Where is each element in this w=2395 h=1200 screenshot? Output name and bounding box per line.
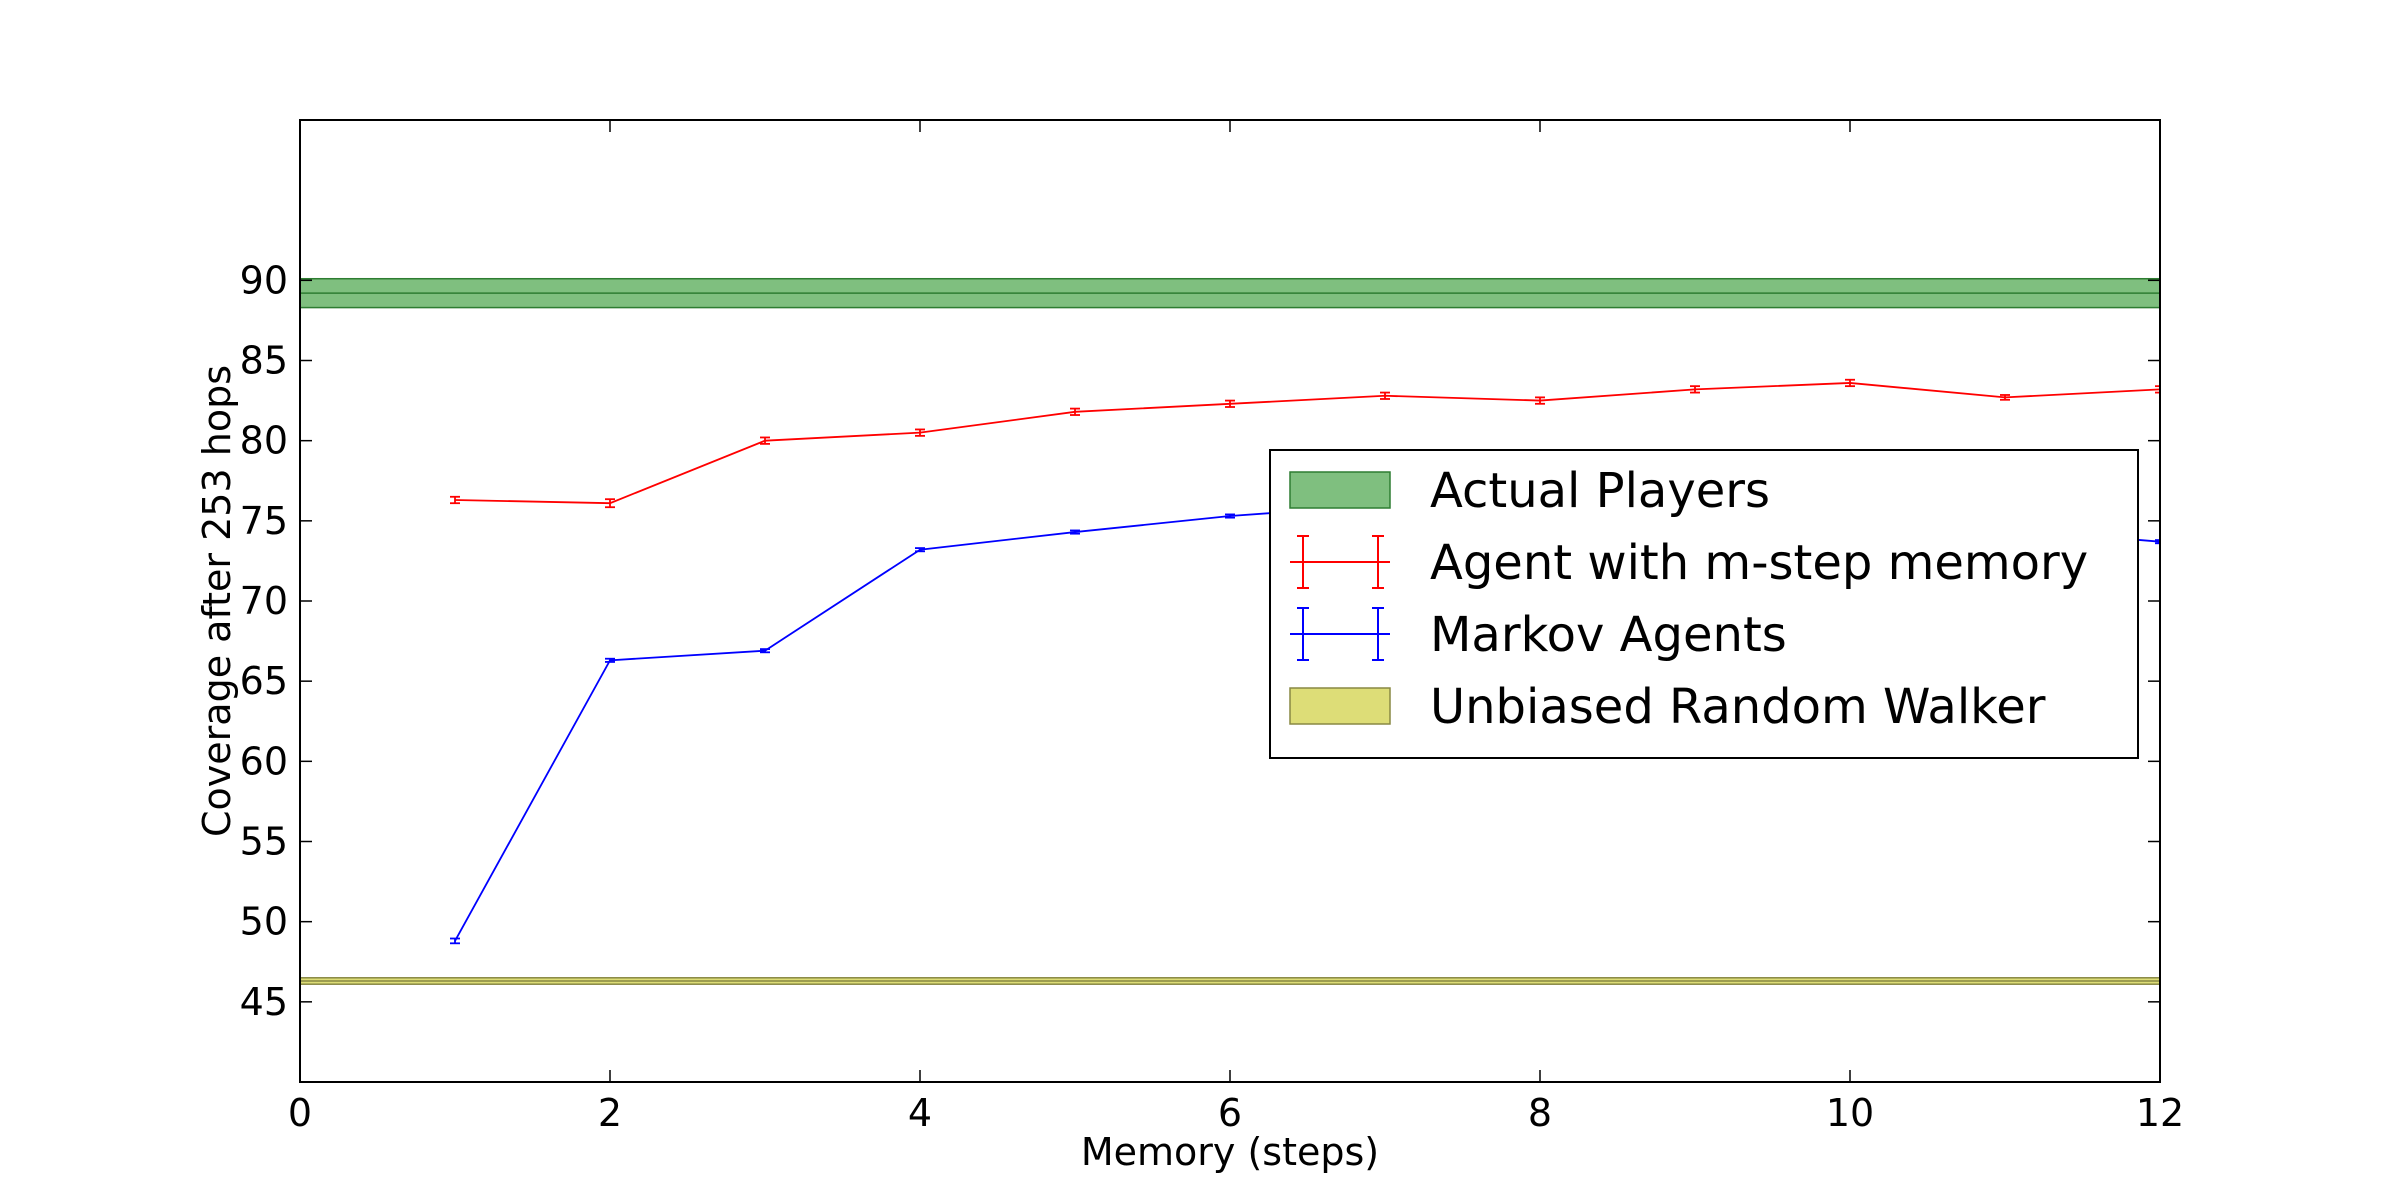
y-tick-label: 45 bbox=[240, 980, 288, 1024]
data-point bbox=[605, 657, 615, 663]
legend: Actual Players Agent with m-step memory Ma… bbox=[1269, 449, 2139, 759]
data-point bbox=[1690, 385, 1700, 394]
data-point bbox=[760, 648, 770, 654]
data-point bbox=[915, 547, 925, 553]
y-tick-label: 80 bbox=[240, 419, 288, 463]
y-tick-label: 50 bbox=[240, 900, 288, 944]
legend-item: Agent with m-step memory bbox=[1290, 535, 2088, 591]
legend-label: Agent with m-step memory bbox=[1430, 535, 2088, 591]
y-tick-label: 55 bbox=[240, 820, 288, 864]
legend-label: Markov Agents bbox=[1430, 607, 1787, 663]
legend-swatch bbox=[1290, 607, 1390, 661]
x-tick-label: 8 bbox=[1528, 1091, 1552, 1135]
x-tick-label: 6 bbox=[1218, 1091, 1242, 1135]
data-point bbox=[2155, 385, 2160, 394]
legend-item: Unbiased Random Walker bbox=[1289, 679, 2046, 735]
y-tick-label: 70 bbox=[240, 579, 288, 623]
data-point bbox=[1845, 378, 1855, 388]
series-line-0 bbox=[454, 382, 2160, 505]
plot-frame bbox=[299, 119, 2161, 1083]
data-point bbox=[1225, 513, 1235, 519]
x-tick-label: 12 bbox=[2136, 1091, 2184, 1135]
x-tick-label: 4 bbox=[908, 1091, 932, 1135]
data-point bbox=[1070, 407, 1080, 416]
y-tick-label: 85 bbox=[240, 339, 288, 383]
data-point bbox=[1535, 396, 1545, 405]
y-axis-label: Coverage after 253 hops bbox=[195, 365, 239, 837]
x-tick-label: 10 bbox=[1826, 1091, 1874, 1135]
data-point bbox=[2155, 539, 2160, 545]
data-point bbox=[1380, 391, 1390, 400]
data-point bbox=[2000, 394, 2010, 401]
data-point bbox=[450, 495, 460, 505]
legend-box bbox=[1269, 449, 2139, 759]
data-point bbox=[605, 498, 615, 509]
x-tick-label: 0 bbox=[288, 1091, 312, 1135]
legend-label: Actual Players bbox=[1430, 463, 1770, 519]
legend-item: Actual Players bbox=[1289, 463, 1770, 519]
legend-item: Markov Agents bbox=[1290, 607, 1787, 663]
y-tick-label: 90 bbox=[240, 258, 288, 302]
data-point bbox=[915, 428, 925, 437]
data-point bbox=[760, 436, 770, 445]
data-point bbox=[1225, 399, 1235, 408]
x-axis-label: Memory (steps) bbox=[1081, 1130, 1379, 1174]
legend-swatch bbox=[1289, 471, 1391, 509]
legend-swatch bbox=[1289, 687, 1391, 725]
axis-ticks: 0 2 4 6 8 10 12 45 50 55 60 65 70 75 80 85 90 bbox=[240, 120, 2184, 1135]
y-tick-label: 65 bbox=[240, 659, 288, 703]
legend-label: Unbiased Random Walker bbox=[1430, 679, 2046, 735]
legend-swatch bbox=[1290, 535, 1390, 589]
x-tick-label: 2 bbox=[598, 1091, 622, 1135]
y-tick-label: 75 bbox=[240, 499, 288, 543]
y-tick-label: 60 bbox=[240, 739, 288, 783]
data-point bbox=[1070, 529, 1080, 535]
data-point bbox=[450, 937, 460, 945]
